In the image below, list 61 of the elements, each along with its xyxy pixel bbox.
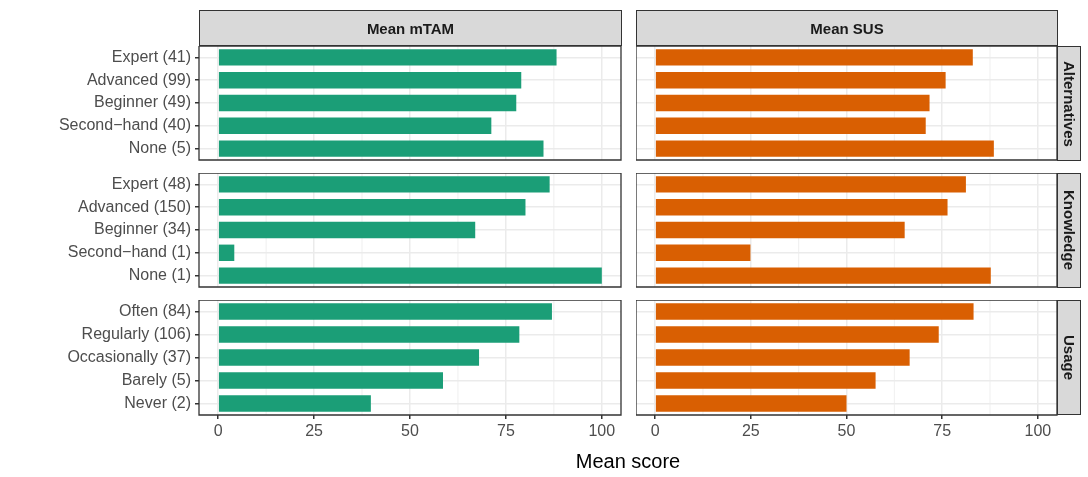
bar (218, 303, 552, 320)
bar (655, 198, 948, 216)
x-tick-label: 100 (588, 422, 616, 440)
bar (218, 140, 544, 157)
y-tick-label: Regularly (106) (81, 324, 191, 342)
bar (655, 303, 974, 320)
bar (655, 176, 966, 193)
bar (655, 94, 930, 112)
bar (218, 71, 522, 89)
bar (218, 395, 371, 412)
x-tick-label: 0 (650, 422, 660, 440)
y-tick-label: Expert (41) (111, 47, 191, 65)
bar (218, 117, 492, 135)
y-tick-label: Second−hand (40) (58, 116, 191, 134)
y-tick-label: Second−hand (1) (67, 243, 191, 261)
bar (655, 349, 910, 366)
y-tick-label: None (1) (128, 266, 191, 284)
bar (218, 221, 476, 239)
bar (655, 395, 847, 412)
bar (655, 221, 905, 239)
x-axis-title: Mean score (575, 450, 681, 473)
bar (218, 49, 557, 66)
bar (655, 71, 946, 89)
y-tick-label: Often (84) (118, 301, 191, 319)
bar (218, 176, 550, 193)
bar (218, 349, 480, 366)
y-tick-label: Expert (48) (111, 174, 191, 192)
bar (655, 49, 973, 66)
x-tick-label: 50 (401, 422, 419, 440)
y-tick-label: Beginner (49) (94, 93, 191, 111)
chart-title: Mean mTAM (199, 10, 622, 46)
x-tick-label: 75 (933, 422, 952, 440)
x-tick-label: 100 (1024, 422, 1052, 440)
y-tick-label: Never (2) (124, 393, 191, 411)
bar (655, 244, 751, 262)
y-tick-label: Occasionally (37) (67, 347, 191, 365)
y-tick-label: Beginner (34) (94, 220, 191, 238)
bar (218, 244, 235, 262)
bar (218, 198, 526, 216)
bar (655, 326, 939, 343)
bar (655, 117, 926, 135)
y2-axis-title: Alternatives (1057, 46, 1081, 161)
bar (218, 94, 517, 112)
y-tick-label: Advanced (99) (86, 70, 191, 88)
x-tick-label: 25 (305, 422, 324, 440)
bar (655, 372, 876, 389)
bar (218, 372, 443, 389)
x-tick-label: 25 (741, 422, 760, 440)
bar (655, 267, 991, 284)
y-tick-label: None (5) (128, 139, 191, 157)
x-tick-label: 75 (497, 422, 515, 440)
x-tick-label: 0 (213, 422, 223, 440)
bar (655, 140, 994, 157)
chart-title: Mean SUS (636, 10, 1058, 46)
y-tick-label: Advanced (150) (78, 197, 191, 215)
bar (218, 326, 520, 343)
y-tick-label: Barely (5) (121, 370, 191, 388)
bar (218, 267, 602, 284)
y2-axis-title: Usage (1057, 300, 1081, 415)
x-tick-label: 50 (837, 422, 856, 440)
y2-axis-title: Knowledge (1057, 173, 1081, 288)
